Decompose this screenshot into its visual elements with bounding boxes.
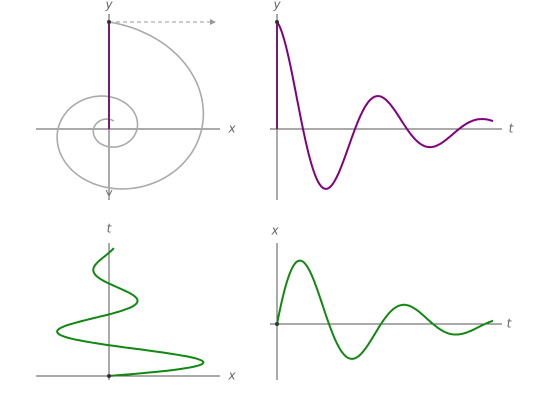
dot — [107, 20, 111, 24]
axis-label: y — [104, 0, 113, 12]
x-curve — [276, 259, 494, 360]
phase-spiral — [56, 21, 205, 190]
arrowhead — [105, 189, 113, 198]
axis-label: y — [272, 0, 281, 12]
arrowhead — [210, 19, 216, 25]
axis-label: t — [507, 317, 513, 331]
dot — [107, 374, 111, 378]
axis-label: t — [509, 122, 515, 136]
axis-label: x — [227, 369, 236, 383]
axis-label: x — [227, 122, 236, 136]
axis-label: t — [107, 222, 113, 236]
axes — [36, 14, 502, 380]
axis-label: x — [270, 224, 279, 238]
t-x-curve — [56, 247, 205, 377]
dot — [275, 322, 279, 326]
y-curve — [276, 21, 494, 190]
dot — [275, 20, 279, 24]
